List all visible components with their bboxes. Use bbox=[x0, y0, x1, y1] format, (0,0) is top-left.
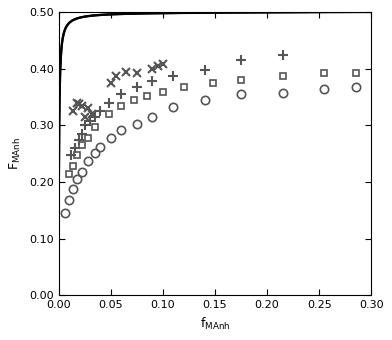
X-axis label: f$_{\mathrm{MAnh}}$: f$_{\mathrm{MAnh}}$ bbox=[200, 316, 230, 332]
Y-axis label: F$_{\mathrm{MAnh}}$: F$_{\mathrm{MAnh}}$ bbox=[8, 137, 24, 170]
